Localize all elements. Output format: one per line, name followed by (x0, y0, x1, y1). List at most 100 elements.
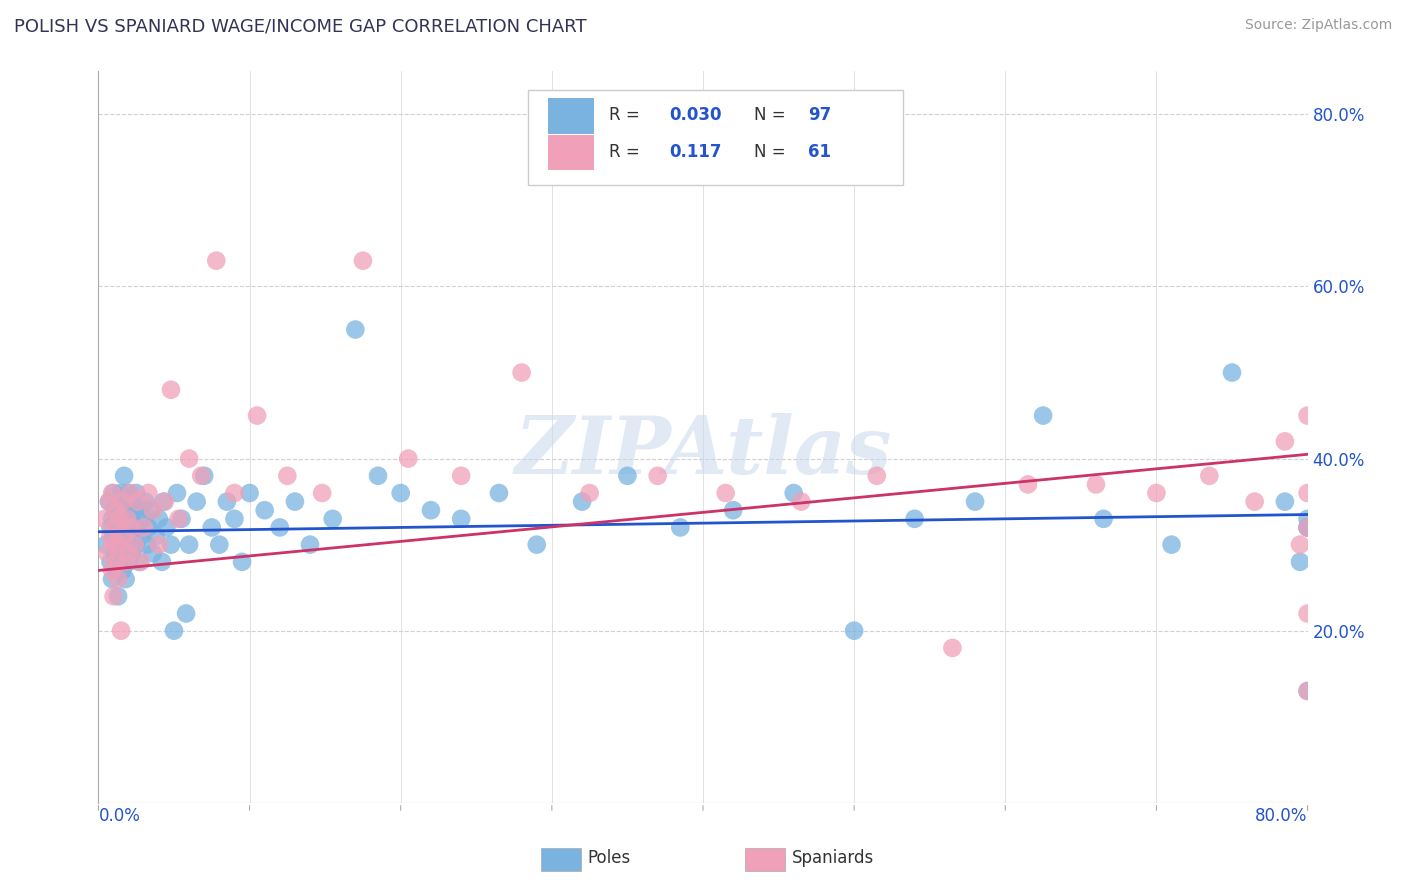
Text: Poles: Poles (588, 849, 631, 867)
Point (1144, 486, 1167, 500)
Point (100, 555, 122, 569)
Text: 0.0%: 0.0% (98, 807, 141, 825)
Point (205, 253, 228, 268)
Point (124, 538, 146, 552)
Point (125, 538, 148, 552)
Text: R =: R = (609, 143, 650, 161)
Point (299, 538, 322, 552)
Point (190, 468, 212, 483)
Point (127, 520, 149, 534)
Point (1296, 520, 1319, 534)
Point (129, 529, 152, 543)
Point (122, 520, 145, 534)
Point (246, 409, 269, 423)
Point (269, 520, 291, 534)
Point (112, 546, 135, 560)
Point (510, 366, 533, 380)
Point (367, 468, 389, 483)
FancyBboxPatch shape (548, 98, 595, 134)
Point (224, 512, 246, 526)
Text: N =: N = (754, 143, 790, 161)
Point (150, 555, 173, 569)
Point (578, 486, 600, 500)
Point (103, 486, 125, 500)
Point (98, 494, 121, 508)
Point (104, 520, 127, 534)
Point (108, 512, 131, 526)
Text: POLISH VS SPANIARD WAGE/INCOME GAP CORRELATION CHART: POLISH VS SPANIARD WAGE/INCOME GAP CORRE… (14, 18, 586, 36)
Point (96, 546, 118, 560)
Point (118, 546, 141, 560)
Point (129, 503, 152, 517)
Point (450, 468, 472, 483)
Point (1017, 477, 1039, 491)
Point (616, 468, 638, 483)
Point (1289, 538, 1312, 552)
Point (142, 503, 165, 517)
Text: 80.0%: 80.0% (1256, 807, 1308, 825)
Point (344, 322, 367, 336)
Point (132, 512, 155, 526)
Point (100, 520, 122, 534)
Point (112, 468, 135, 483)
Point (125, 486, 148, 500)
Point (141, 503, 163, 517)
Point (1296, 684, 1319, 698)
Text: 97: 97 (808, 106, 831, 124)
Point (121, 494, 143, 508)
Point (142, 546, 165, 560)
Point (104, 503, 127, 517)
Point (1085, 477, 1108, 491)
Point (170, 512, 193, 526)
Point (1274, 434, 1296, 449)
Point (352, 253, 374, 268)
Point (105, 512, 128, 526)
Point (118, 555, 141, 569)
Point (201, 520, 224, 534)
Point (179, 538, 201, 552)
Point (420, 503, 443, 517)
Point (101, 512, 124, 526)
Point (1296, 684, 1319, 698)
FancyBboxPatch shape (548, 135, 595, 170)
Point (110, 624, 132, 638)
Point (155, 520, 177, 534)
Point (114, 555, 136, 569)
Point (132, 520, 155, 534)
Point (145, 529, 167, 543)
Point (1296, 607, 1319, 621)
Point (115, 538, 138, 552)
Point (941, 640, 963, 655)
Point (105, 503, 128, 517)
Point (389, 486, 412, 500)
Text: 61: 61 (808, 143, 831, 161)
Point (790, 494, 813, 508)
Point (120, 512, 142, 526)
Point (103, 529, 125, 543)
Text: N =: N = (754, 106, 790, 124)
Point (121, 520, 143, 534)
Point (526, 538, 548, 552)
Point (101, 572, 124, 586)
Point (322, 512, 344, 526)
Point (714, 486, 737, 500)
Point (783, 486, 806, 500)
Point (153, 494, 176, 508)
Point (253, 503, 276, 517)
Point (148, 538, 170, 552)
Text: 0.117: 0.117 (669, 143, 721, 161)
Point (111, 503, 134, 517)
Point (1198, 468, 1220, 483)
Text: Source: ZipAtlas.com: Source: ZipAtlas.com (1244, 18, 1392, 32)
Point (128, 555, 150, 569)
Point (148, 512, 170, 526)
Point (571, 494, 593, 508)
Point (108, 555, 131, 569)
Point (160, 383, 183, 397)
Point (208, 538, 231, 552)
Point (160, 538, 183, 552)
Point (166, 486, 188, 500)
Point (107, 589, 129, 603)
Point (135, 538, 157, 552)
Point (163, 624, 186, 638)
